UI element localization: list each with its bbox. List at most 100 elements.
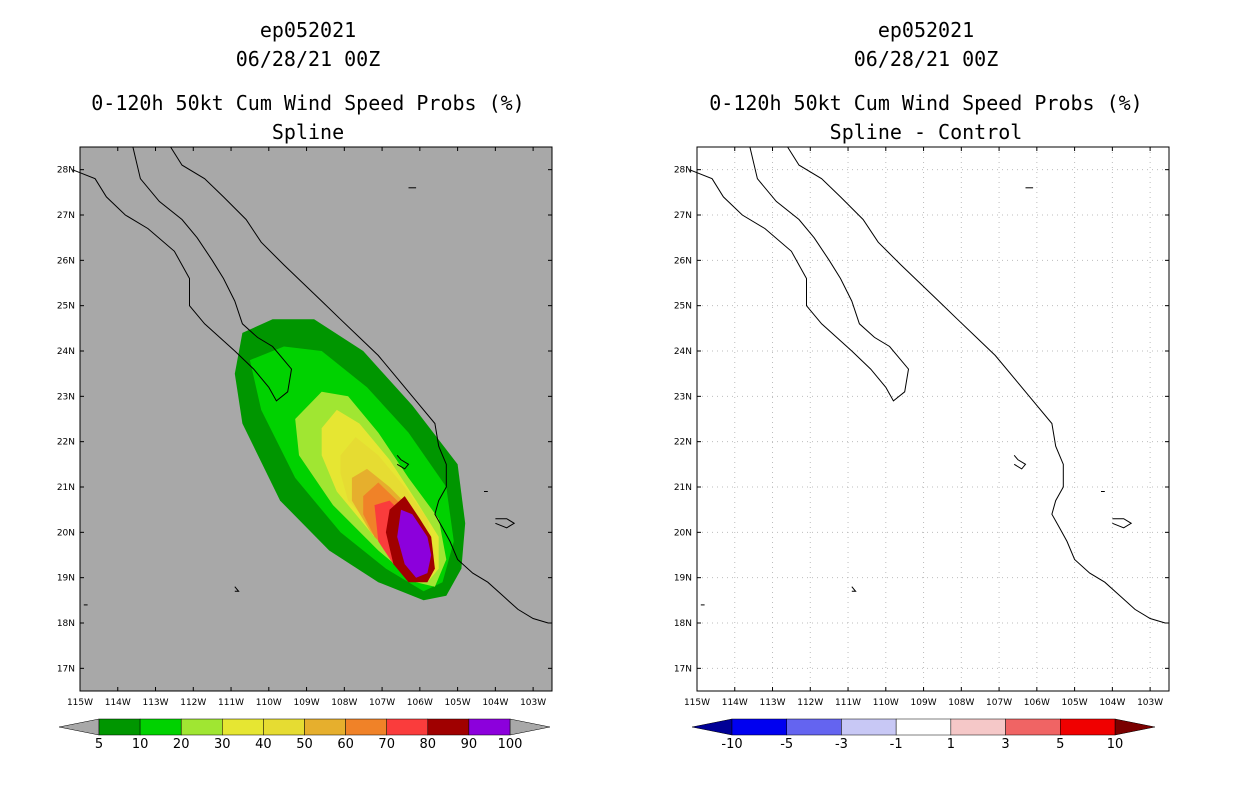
colorbar-swatch: [139, 718, 182, 736]
left-title-line-3: 0-120h 50kt Cum Wind Speed Probs (%): [91, 91, 524, 115]
y-tick-label: 20N: [674, 528, 692, 538]
x-tick-label: 107W: [369, 698, 395, 708]
right-axis-ticks: 115W 114W 113W 112W 111W 110W 109W 108W 107W 106W…: [674, 147, 1169, 708]
colorbar-label: 20: [173, 737, 190, 752]
x-tick-label: 107W: [986, 698, 1012, 708]
colorbar-swatch: [263, 718, 305, 736]
y-tick-label: 21N: [674, 483, 692, 493]
x-tick-label: 110W: [256, 698, 282, 708]
y-tick-label: 21N: [57, 483, 75, 493]
x-tick-label: 113W: [759, 698, 785, 708]
x-tick-label: 104W: [1099, 698, 1125, 708]
x-tick-label: 109W: [294, 698, 320, 708]
colorbar-swatch: [895, 718, 952, 736]
x-tick-label: 111W: [218, 698, 244, 708]
colorbar-swatch: [786, 718, 842, 736]
left-probability-contours: [234, 319, 466, 601]
x-tick-label: 105W: [1062, 698, 1088, 708]
colorbar-swatch: [180, 718, 223, 736]
colorbar-label: 30: [214, 737, 231, 752]
x-tick-label: 105W: [445, 698, 471, 708]
colorbar-label: -5: [780, 737, 793, 752]
right-title-line-4: Spline - Control: [830, 120, 1023, 144]
right-title-line-2: 06/28/21 00Z: [854, 47, 999, 71]
colorbar-label: 60: [337, 737, 354, 752]
colorbar-label: -1: [890, 737, 903, 752]
y-tick-label: 19N: [57, 574, 75, 584]
colorbar-high-arrow: [509, 718, 551, 736]
colorbar-swatch: [345, 718, 387, 736]
x-tick-label: 112W: [797, 698, 823, 708]
x-tick-label: 104W: [482, 698, 508, 708]
y-tick-label: 22N: [57, 438, 75, 448]
x-tick-label: 103W: [1137, 698, 1163, 708]
coastline-island: [851, 586, 857, 592]
right-coastline: [689, 146, 1166, 624]
y-tick-label: 23N: [674, 392, 692, 402]
y-tick-label: 20N: [57, 528, 75, 538]
colorbar-swatch: [841, 718, 897, 736]
y-tick-label: 25N: [57, 302, 75, 312]
x-tick-label: 106W: [1024, 698, 1050, 708]
x-tick-label: 115W: [67, 698, 93, 708]
right-map-frame: [696, 146, 1170, 692]
right-title-line-1: ep052021: [878, 18, 974, 42]
right-title-line-3: 0-120h 50kt Cum Wind Speed Probs (%): [709, 91, 1142, 115]
colorbar-low-arrow: [691, 718, 733, 736]
colorbar-label: 5: [1056, 737, 1064, 752]
colorbar-swatch: [468, 718, 511, 736]
colorbar-label: 3: [1001, 737, 1009, 752]
y-tick-label: 19N: [674, 574, 692, 584]
colorbar-label: -3: [835, 737, 848, 752]
colorbar-label: 5: [95, 737, 103, 752]
left-axis-ticks: 115W 114W 113W 112W 111W 110W 109W 108W 107W 106W…: [57, 147, 552, 708]
left-map-frame: [79, 146, 553, 692]
y-tick-label: 17N: [57, 664, 75, 674]
colorbar-label: 10: [132, 737, 149, 752]
left-colorbar: 5 10 20 30 40 50 60 70 80 90 100: [58, 718, 551, 752]
x-tick-label: 106W: [407, 698, 433, 708]
colorbar-swatch: [222, 718, 264, 736]
y-tick-label: 27N: [57, 211, 75, 221]
colorbar-swatch: [98, 718, 141, 736]
y-tick-label: 28N: [674, 166, 692, 176]
colorbar-swatch: [731, 718, 787, 736]
x-tick-label: 113W: [142, 698, 168, 708]
x-tick-label: 103W: [520, 698, 546, 708]
colorbar-label: 40: [255, 737, 272, 752]
y-tick-label: 17N: [674, 664, 692, 674]
right-map-panel: 115W 114W 113W 112W 111W 110W 109W 108W 107W 106W…: [674, 146, 1170, 708]
y-tick-label: 26N: [674, 256, 692, 266]
y-tick-label: 28N: [57, 166, 75, 176]
right-map-background: [697, 147, 1169, 691]
colorbar-high-arrow: [1114, 718, 1156, 736]
x-tick-label: 112W: [180, 698, 206, 708]
colorbar-low-arrow: [58, 718, 100, 736]
colorbar-label: 90: [461, 737, 478, 752]
colorbar-swatch: [1060, 718, 1116, 736]
coastline-baja-west: [689, 146, 910, 402]
coastline-mainland: [787, 146, 1166, 624]
colorbar-label: 70: [378, 737, 395, 752]
contour-level-90: [397, 509, 432, 578]
x-tick-label: 114W: [722, 698, 748, 708]
y-tick-label: 25N: [674, 302, 692, 312]
colorbar-label: 10: [1107, 737, 1124, 752]
colorbar-label: 80: [420, 737, 437, 752]
right-map-gridlines: [697, 147, 1169, 691]
colorbar-label: 100: [498, 737, 523, 752]
x-tick-label: 108W: [948, 698, 974, 708]
x-tick-label: 115W: [684, 698, 710, 708]
left-title-line-2: 06/28/21 00Z: [236, 47, 381, 71]
y-tick-label: 18N: [674, 619, 692, 629]
coastline-baja-west: [72, 146, 293, 402]
x-tick-label: 114W: [105, 698, 131, 708]
x-tick-label: 108W: [331, 698, 357, 708]
colorbar-label: 1: [947, 737, 955, 752]
y-tick-label: 18N: [57, 619, 75, 629]
coastline-island: [1112, 518, 1133, 529]
coastline-island: [1013, 454, 1027, 470]
colorbar-label: 50: [296, 737, 313, 752]
x-tick-label: 111W: [835, 698, 861, 708]
